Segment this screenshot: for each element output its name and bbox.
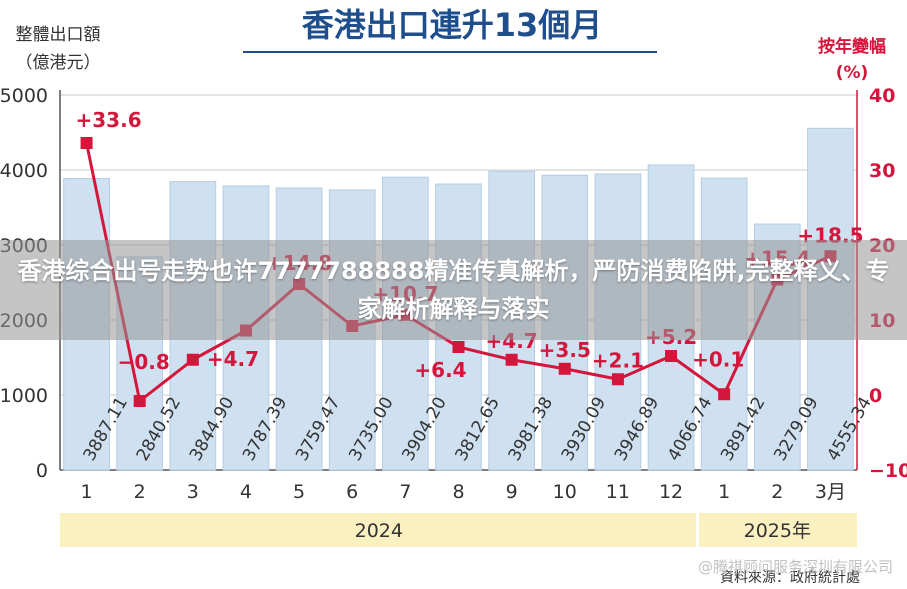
left-tick-label: 0 (36, 460, 48, 482)
growth-point (505, 353, 518, 366)
growth-label: +4.7 (207, 347, 259, 371)
overlay-banner: 香港综合出号走势也许7777788888精准传真解析，严防消费陷阱,完整释义、专… (0, 240, 907, 340)
source-note: 資料來源：政府統計處 (720, 570, 860, 586)
x-tick-label: 2 (771, 481, 783, 503)
x-tick-label: 1 (718, 481, 730, 503)
x-tick-label: 10 (553, 481, 577, 503)
left-tick-label: 4000 (0, 160, 48, 182)
x-tick-label: 8 (452, 481, 464, 503)
growth-label: +0.1 (692, 347, 744, 371)
growth-point (611, 373, 624, 386)
growth-point (665, 350, 678, 362)
growth-point (186, 353, 199, 366)
watermark: @腾祺顾问服务深圳有限公司 (698, 558, 893, 576)
year-label: 2025年 (744, 520, 811, 542)
year-label: 2024 (355, 520, 403, 542)
x-tick-label: 4 (240, 481, 252, 503)
x-tick-label: 3月 (815, 481, 846, 503)
growth-point (80, 137, 93, 149)
growth-label: +3.5 (539, 338, 591, 362)
overlay-text: 香港综合出号走势也许7777788888精准传真解析，严防消费陷阱,完整释义、专… (17, 257, 890, 323)
right-tick-label: 30 (869, 160, 895, 182)
growth-point (133, 395, 146, 407)
left-tick-label: 1000 (0, 385, 48, 407)
growth-label: +2.1 (592, 348, 644, 372)
x-tick-label: 3 (187, 481, 199, 503)
x-tick-label: 2 (134, 481, 146, 503)
growth-label: +6.4 (414, 358, 466, 382)
x-tick-label: 11 (606, 481, 630, 503)
chart-title: 香港出口連升13個月 (302, 6, 603, 44)
growth-point (558, 362, 571, 375)
x-tick-label: 1 (81, 481, 93, 503)
right-axis-unit: (%) (836, 63, 869, 83)
x-tick-label: 5 (293, 481, 305, 503)
right-tick-label: 40 (869, 85, 895, 107)
left-axis-unit: （億港元） (16, 53, 101, 73)
year-band (697, 513, 857, 547)
growth-point (718, 388, 731, 401)
growth-label: −0.8 (118, 350, 170, 374)
left-tick-label: 5000 (0, 85, 48, 107)
right-axis-label: 按年變幅 (818, 36, 886, 57)
year-band (60, 513, 698, 547)
x-tick-label: 6 (346, 481, 358, 503)
right-tick-label: 0 (869, 385, 882, 407)
x-tick-label: 12 (659, 481, 683, 503)
left-axis-label: 整體出口額 (16, 25, 101, 45)
growth-point (452, 341, 465, 353)
right-tick-label: −10 (869, 460, 907, 482)
x-tick-label: 9 (506, 481, 518, 503)
x-tick-label: 7 (399, 481, 411, 503)
growth-label: +33.6 (76, 108, 142, 132)
